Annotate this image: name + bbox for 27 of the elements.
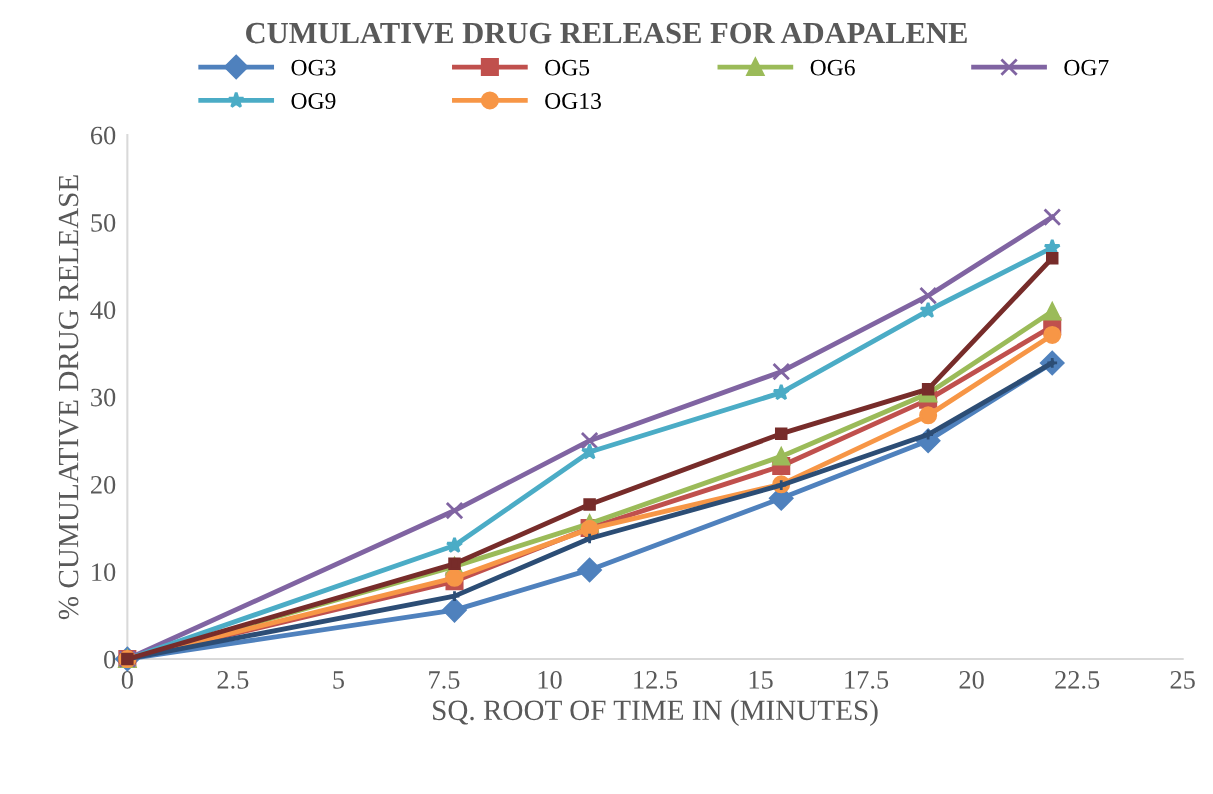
y-tick-label: 50: [91, 213, 116, 232]
y-tick-label: 30: [91, 388, 116, 407]
legend-label: OG3: [291, 59, 336, 76]
legend-label: OG5: [545, 59, 590, 76]
x-tick-label: 15: [749, 671, 773, 689]
y-tick-label: 10: [92, 563, 116, 582]
y-tick-label: 20: [91, 475, 116, 494]
x-tick-label: 22.5: [1055, 670, 1100, 689]
x-tick-label: 12.5: [634, 670, 678, 689]
x-tick-label: 17.5: [845, 671, 889, 689]
legend-label: OG7: [1064, 59, 1109, 76]
x-tick-label: 10: [538, 670, 562, 689]
x-tick-label: 0: [121, 670, 133, 689]
x-axis-title: SQ. ROOT OF TIME IN (MINUTES): [433, 699, 878, 727]
x-tick-label: 2.5: [217, 670, 249, 689]
y-tick-label: 0: [104, 650, 116, 669]
y-tick-label: 40: [90, 301, 116, 320]
y-tick-label: 60: [91, 126, 116, 145]
legend-label: OG9: [291, 93, 336, 109]
x-tick-label: 20: [959, 670, 984, 689]
x-tick-label: 5: [333, 671, 344, 689]
chart-title: CUMULATIVE DRUG RELEASE FOR ADAPALENE: [246, 22, 967, 44]
x-tick-label: 25: [1170, 670, 1195, 689]
legend-label: OG13: [545, 93, 601, 109]
x-tick-label: 7.5: [429, 671, 460, 689]
y-axis-title: % CUMULATIVE DRUG RELEASE: [58, 175, 79, 620]
legend-label: OG6: [810, 59, 855, 76]
